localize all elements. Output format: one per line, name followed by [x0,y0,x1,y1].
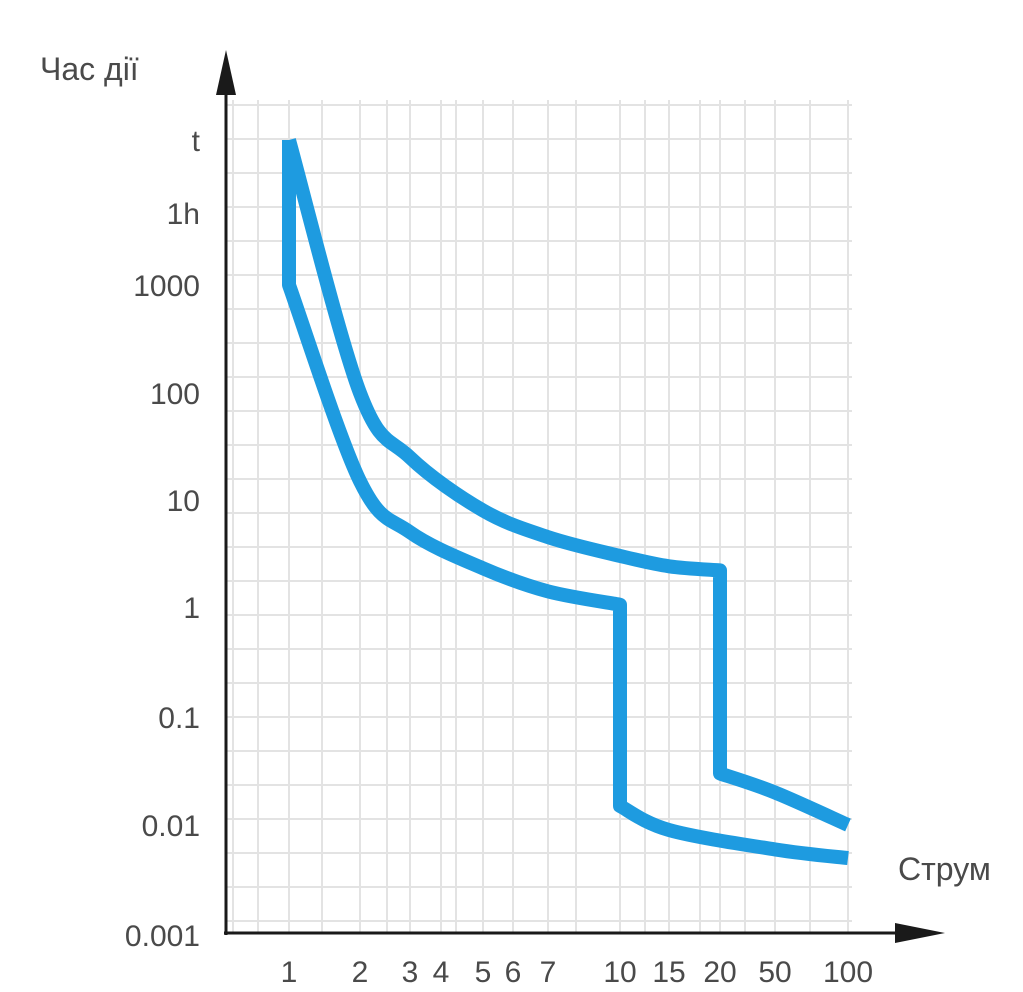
curves [282,138,851,866]
x-tick-label: 7 [540,956,557,989]
y-tick-label: 1 [183,592,200,625]
x-tick-label: 50 [758,956,791,989]
x-axis-label: Струм [898,851,991,887]
y-tick-label: 10 [167,485,200,518]
x-tick-label: 20 [703,956,736,989]
y-tick-label: 1000 [133,270,200,303]
y-tick-label: 100 [150,378,200,411]
y-axis-arrow [216,50,236,95]
lower-curve [282,140,849,866]
y-tick-label: 0.1 [158,702,200,735]
x-tick-label: 4 [433,956,450,989]
x-tick-label: 15 [652,956,685,989]
y-axis-label: Час дії [40,51,139,87]
upper-curve [282,138,851,832]
x-tick-label: 5 [475,956,492,989]
x-tick-labels: 1 2 3 4 5 6 7 10 15 20 50 100 [281,956,873,989]
x-tick-label: 6 [505,956,522,989]
y-tick-label: 0.001 [125,920,200,953]
x-tick-label: 3 [402,956,419,989]
y-tick-label: t [192,125,201,158]
grid [226,100,852,933]
x-tick-label: 1 [281,956,298,989]
y-tick-labels: t 1h 1000 100 10 1 0.1 0.01 0.001 [125,125,201,953]
x-axis-arrow [895,923,945,943]
y-tick-label: 1h [167,198,200,231]
x-tick-label: 2 [352,956,369,989]
x-tick-label: 10 [603,956,636,989]
axes [216,50,945,943]
y-tick-label: 0.01 [142,810,200,843]
x-tick-label: 100 [823,956,873,989]
labels: Час дії Струм [40,51,991,887]
